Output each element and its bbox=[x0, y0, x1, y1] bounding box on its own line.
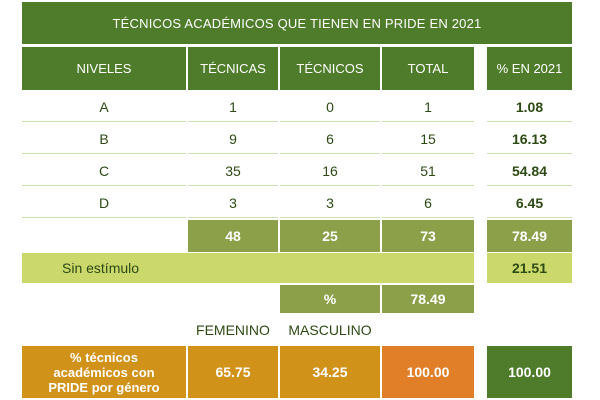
sum-total: 73 bbox=[382, 220, 474, 252]
gender-row-label: % técnicos académicos con PRIDE por géne… bbox=[22, 346, 186, 398]
sin-estimulo-label: Sin estímulo bbox=[22, 253, 474, 283]
sum-tecnicos: 25 bbox=[280, 220, 380, 252]
row-pct: 16.13 bbox=[487, 124, 572, 154]
pct-row-value: 78.49 bbox=[382, 285, 474, 313]
header-niveles: NIVELES bbox=[22, 47, 186, 90]
sum-pct: 78.49 bbox=[487, 220, 572, 252]
row-pct: 1.08 bbox=[487, 92, 572, 122]
row-nivel: A bbox=[22, 92, 186, 122]
row-pct: 54.84 bbox=[487, 156, 572, 186]
row-total: 15 bbox=[382, 124, 474, 154]
gender-femenino-value: 65.75 bbox=[188, 346, 278, 398]
pct-row-label: % bbox=[280, 285, 380, 313]
gender-femenino-label: FEMENINO bbox=[196, 322, 270, 338]
sum-tecnicas: 48 bbox=[188, 220, 278, 252]
header-pct-2021: % EN 2021 bbox=[487, 47, 572, 90]
header-total: TOTAL bbox=[382, 47, 474, 90]
header-tecnicos: TÉCNICOS bbox=[280, 47, 380, 90]
row-tecnicos: 3 bbox=[280, 188, 380, 218]
row-tecnicos: 0 bbox=[280, 92, 380, 122]
grand-total-value: 100.00 bbox=[487, 346, 572, 398]
row-total: 1 bbox=[382, 92, 474, 122]
row-nivel: D bbox=[22, 188, 186, 218]
row-tecnicas: 35 bbox=[188, 156, 278, 186]
sin-estimulo-pct: 21.51 bbox=[487, 253, 572, 283]
gender-masculino-label: MASCULINO bbox=[288, 322, 372, 338]
row-pct: 6.45 bbox=[487, 188, 572, 218]
row-tecnicas: 3 bbox=[188, 188, 278, 218]
row-tecnicas: 1 bbox=[188, 92, 278, 122]
table-title: TÉCNICOS ACADÉMICOS QUE TIENEN EN PRIDE … bbox=[22, 2, 572, 44]
row-total: 6 bbox=[382, 188, 474, 218]
row-tecnicas: 9 bbox=[188, 124, 278, 154]
gender-masculino-value: 34.25 bbox=[280, 346, 380, 398]
row-nivel: C bbox=[22, 156, 186, 186]
row-tecnicos: 16 bbox=[280, 156, 380, 186]
row-nivel: B bbox=[22, 124, 186, 154]
row-tecnicos: 6 bbox=[280, 124, 380, 154]
row-total: 51 bbox=[382, 156, 474, 186]
gender-total-value: 100.00 bbox=[382, 346, 474, 398]
header-tecnicas: TÉCNICAS bbox=[188, 47, 278, 90]
